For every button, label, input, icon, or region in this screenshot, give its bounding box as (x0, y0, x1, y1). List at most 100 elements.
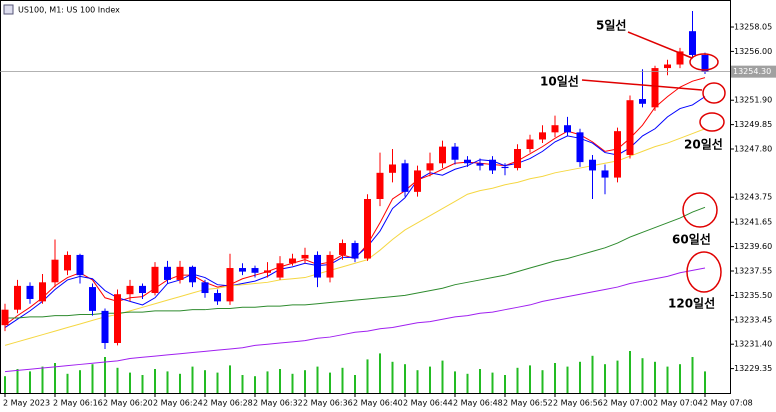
candle-body (114, 294, 121, 344)
candle-body (314, 254, 321, 278)
y-tick-label: 13239.60 (734, 242, 772, 251)
candle-body (414, 170, 421, 192)
candle-body (489, 159, 496, 171)
x-tick-label: 2 May 06:20 (103, 399, 153, 408)
candle-body (164, 266, 171, 280)
candle-body (14, 285, 21, 310)
plot (1, 10, 709, 393)
x-tick-label: 2 May 06:40 (353, 399, 403, 408)
candle-body (476, 163, 484, 166)
y-tick-label: 13231.40 (734, 340, 772, 349)
candle-body (676, 51, 684, 65)
candle-body (689, 31, 696, 55)
symbol-icon (3, 4, 14, 15)
x-tick-label: 2 May 2023 (3, 399, 50, 408)
x-tick-label: 2 May 06:24 (153, 399, 203, 408)
candle-body (26, 285, 34, 299)
candle-body (214, 293, 221, 302)
candle-body (564, 125, 571, 133)
candle-body (126, 285, 134, 295)
candle-body (614, 131, 621, 178)
candle-body (176, 266, 184, 280)
candle-body (576, 132, 584, 163)
candle-body (264, 270, 271, 273)
candle-body (626, 100, 634, 155)
x-tick-label: 2 May 06:48 (453, 399, 503, 408)
ma-line (4, 267, 706, 373)
circle (686, 251, 722, 293)
y-tick-label: 13256.00 (734, 47, 772, 56)
price-box (731, 65, 776, 78)
candle-body (101, 310, 109, 344)
x-tick-label: 2 May 07:08 (703, 399, 753, 408)
candle-body (89, 287, 96, 311)
candle-body (239, 268, 246, 272)
candle-body (639, 99, 646, 104)
price-label: 13254.30 (733, 67, 771, 76)
candle-body (401, 163, 409, 192)
candle-body (226, 268, 234, 302)
candle-body (526, 139, 534, 150)
annotation: 10일선 (540, 74, 579, 89)
annotation: 5일선 (596, 18, 626, 33)
candle-body (426, 163, 434, 171)
candle-body (201, 282, 209, 294)
annotation: 20일선 (684, 137, 723, 152)
x-tick-label: 2 May 06:28 (203, 399, 253, 408)
circle (699, 112, 725, 132)
arrow (581, 79, 703, 91)
x-tick-label: 2 May 06:36 (303, 399, 353, 408)
circle (689, 53, 719, 71)
chart-title: US100, M1: US 100 Index (18, 6, 120, 15)
candle-body (51, 259, 59, 283)
y-tick-label: 13233.45 (734, 315, 772, 324)
candle-body (551, 125, 559, 133)
annotations (581, 31, 726, 293)
candle-body (351, 243, 359, 259)
candle-body (189, 266, 196, 283)
x-tick-label: 2 May 07:00 (603, 399, 653, 408)
plot-frame (0, 0, 731, 394)
candle-body (364, 199, 371, 259)
y-tick-label: 13249.85 (734, 120, 772, 129)
candle-body (664, 64, 671, 69)
candle-body (501, 166, 509, 169)
candle-body (539, 132, 546, 140)
candle-body (326, 254, 334, 278)
x-tick-label: 2 May 06:56 (553, 399, 603, 408)
candle-body (464, 159, 471, 164)
candle-body (301, 254, 309, 259)
candle-body (376, 172, 384, 199)
y-tick-label: 13229.35 (734, 364, 772, 373)
candle-body (151, 266, 159, 294)
y-tick-label: 13235.50 (734, 291, 772, 300)
candle-body (651, 68, 659, 108)
y-tick-label: 13247.80 (734, 145, 772, 154)
candle-body (251, 268, 259, 273)
candle-body (701, 54, 709, 72)
x-tick-label: 2 May 06:44 (403, 399, 453, 408)
annotation: 60일선 (672, 232, 711, 247)
y-tick-label: 13241.65 (734, 218, 772, 227)
candle-body (139, 285, 146, 294)
y-tick-label: 13243.75 (734, 193, 772, 202)
x-tick-label: 2 May 06:52 (503, 399, 553, 408)
x-tick-label: 2 May 06:32 (253, 399, 303, 408)
candle-body (514, 149, 521, 169)
candle-body (39, 282, 46, 302)
x-tick-label: 2 May 07:04 (653, 399, 703, 408)
candle-body (589, 159, 596, 171)
candle-body (64, 254, 71, 271)
candle-body (389, 164, 396, 173)
y-tick-label: 13251.90 (734, 96, 772, 105)
x-tick-label: 2 May 06:16 (53, 399, 103, 408)
y-tick-label: 13237.55 (734, 267, 772, 276)
candle-body (76, 254, 84, 276)
candle-body (276, 263, 284, 278)
candle-body (451, 146, 459, 160)
ma-line (5, 206, 706, 319)
candle-body (289, 258, 296, 264)
candle-body (439, 146, 446, 164)
candle-body (601, 170, 609, 178)
